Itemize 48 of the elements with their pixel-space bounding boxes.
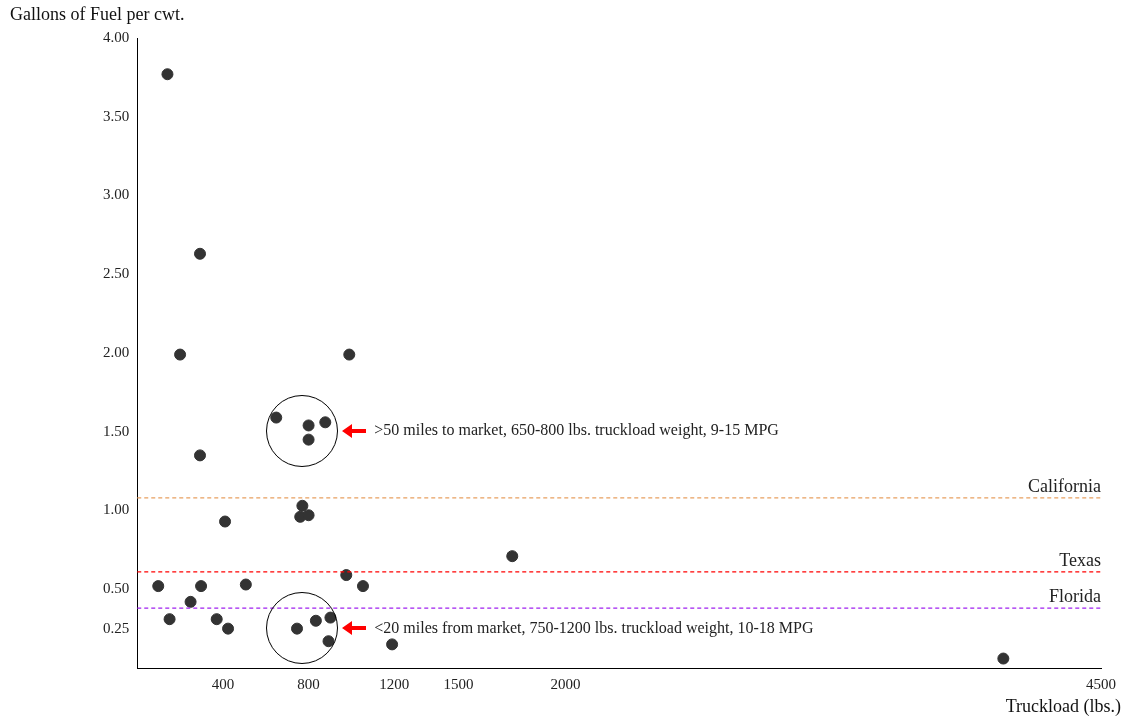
y-tick-label: 0.25 [103,619,130,636]
x-axis-title: Truckload (lbs.) [1005,695,1121,717]
point [343,348,356,361]
y-tick-label: 1.50 [103,422,130,439]
point [195,580,208,593]
y-tick-label: 2.50 [103,265,130,282]
y-tick-label: 4.00 [103,28,130,45]
annotation: <20 miles from market, 750-1200 lbs. truckload weight, 10-18 MPG [374,618,814,637]
point [222,622,235,635]
point [163,613,176,626]
ref-line-label: California [1028,475,1101,496]
x-tick-label: 400 [211,675,235,692]
y-tick-label: 3.50 [103,107,130,124]
point [386,638,399,651]
point [161,68,174,81]
point [239,578,252,591]
point [322,635,335,648]
point [270,411,283,424]
ref-line-label: Florida [1049,585,1102,606]
ref-line-label: Texas [1059,549,1101,570]
point [219,515,232,528]
point [302,433,315,446]
point [296,499,309,512]
point [174,348,187,361]
point [210,613,223,626]
x-tick-label: 2000 [550,675,581,692]
x-tick-label: 4500 [1086,675,1116,692]
point [194,449,206,462]
y-tick-label: 0.50 [103,580,130,597]
point [319,416,332,429]
point [291,622,304,635]
y-tick-label: 2.00 [103,343,130,360]
x-tick-label: 1200 [379,675,410,692]
point [997,652,1010,665]
y-axis-title: Gallons of Fuel per cwt. [10,3,185,24]
point [194,247,206,260]
annotation: >50 miles to market, 650-800 lbs. truckload weight, 9-15 MPG [374,421,780,440]
point [184,595,197,608]
x-tick-label: 800 [297,675,320,692]
point [506,550,519,563]
point [302,419,315,432]
y-tick-label: 1.00 [103,501,130,518]
point [324,611,337,624]
x-tick-label: 1500 [443,675,474,692]
point [356,580,369,593]
point [152,580,165,593]
y-tick-label: 3.00 [103,186,130,203]
point [309,614,322,627]
